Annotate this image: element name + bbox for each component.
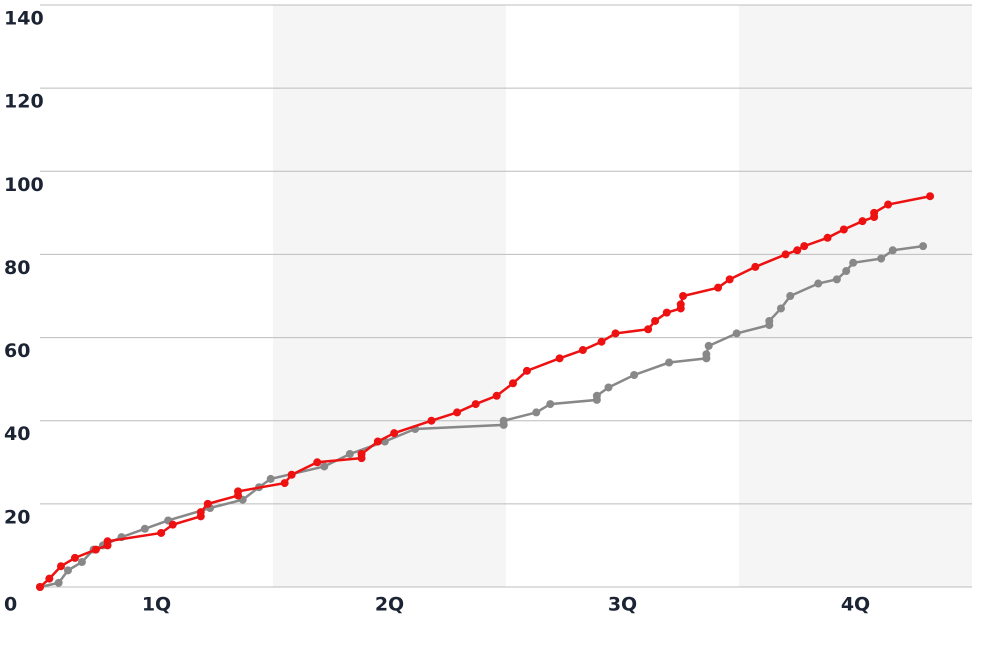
data-point: [45, 574, 54, 583]
y-tick-label: 140: [4, 8, 44, 30]
data-point: [662, 308, 671, 317]
shaded-band: [273, 5, 506, 587]
data-point: [839, 225, 848, 234]
data-point: [870, 208, 879, 217]
data-point: [611, 329, 620, 338]
x-tick-label: 2Q: [375, 594, 404, 616]
data-point: [499, 416, 508, 425]
data-point: [776, 304, 785, 313]
data-point: [287, 470, 296, 479]
data-point: [36, 583, 44, 591]
data-point: [157, 528, 166, 537]
data-point: [390, 429, 399, 438]
data-point: [793, 246, 802, 255]
data-point: [751, 262, 760, 271]
data-point: [781, 250, 790, 259]
data-point: [266, 474, 275, 483]
data-point: [714, 283, 723, 292]
data-point: [800, 242, 809, 251]
data-point: [644, 325, 653, 334]
data-point: [532, 408, 541, 417]
data-point: [427, 416, 436, 425]
data-point: [280, 479, 289, 488]
y-tick-label: 20: [4, 506, 30, 528]
data-point: [604, 383, 613, 392]
data-point: [704, 341, 713, 350]
data-point: [345, 449, 354, 458]
data-point: [679, 292, 688, 300]
y-tick-label: 60: [4, 340, 30, 362]
data-point: [786, 292, 795, 300]
x-tick-label: 1Q: [142, 594, 171, 616]
data-point: [357, 449, 366, 458]
data-point: [492, 391, 501, 400]
data-point: [919, 242, 928, 251]
y-tick-label: 120: [4, 91, 44, 113]
data-point: [592, 391, 601, 400]
data-point: [453, 408, 462, 417]
data-point: [630, 370, 639, 379]
data-point: [555, 354, 564, 363]
y-tick-label: 40: [4, 423, 30, 445]
data-point: [234, 487, 243, 496]
data-point: [676, 300, 685, 309]
data-point: [56, 562, 65, 571]
data-point: [832, 275, 841, 284]
data-point: [888, 246, 897, 255]
data-point: [63, 566, 72, 575]
x-tick-label: 3Q: [608, 594, 637, 616]
data-point: [849, 258, 858, 267]
data-point: [203, 499, 212, 508]
data-point: [320, 462, 329, 471]
data-point: [471, 400, 480, 409]
data-point: [665, 358, 674, 367]
data-point: [725, 275, 734, 284]
data-point: [140, 524, 149, 533]
data-point: [926, 192, 935, 201]
data-point: [196, 508, 205, 517]
data-point: [765, 316, 774, 325]
data-point: [578, 346, 587, 355]
data-point: [168, 520, 177, 529]
data-point: [522, 366, 531, 375]
data-point: [373, 437, 382, 446]
data-point: [814, 279, 823, 288]
shaded-band: [739, 5, 972, 587]
data-point: [597, 337, 606, 346]
data-point: [91, 545, 100, 554]
data-point: [858, 217, 867, 226]
data-point: [54, 578, 63, 587]
y-tick-label: 80: [4, 257, 30, 279]
data-point: [884, 200, 893, 209]
data-point: [77, 558, 86, 567]
data-point: [732, 329, 741, 338]
data-point: [546, 400, 555, 409]
data-point: [877, 254, 886, 263]
data-point: [70, 553, 79, 562]
x-tick-label: 4Q: [841, 594, 870, 616]
y-tick-label: 0: [4, 594, 17, 616]
data-point: [103, 537, 112, 546]
data-point: [313, 458, 322, 467]
data-point: [651, 316, 660, 325]
y-tick-label: 100: [4, 174, 44, 196]
data-point: [842, 267, 851, 276]
data-point: [702, 350, 711, 359]
data-point: [508, 379, 517, 388]
data-point: [823, 233, 832, 242]
